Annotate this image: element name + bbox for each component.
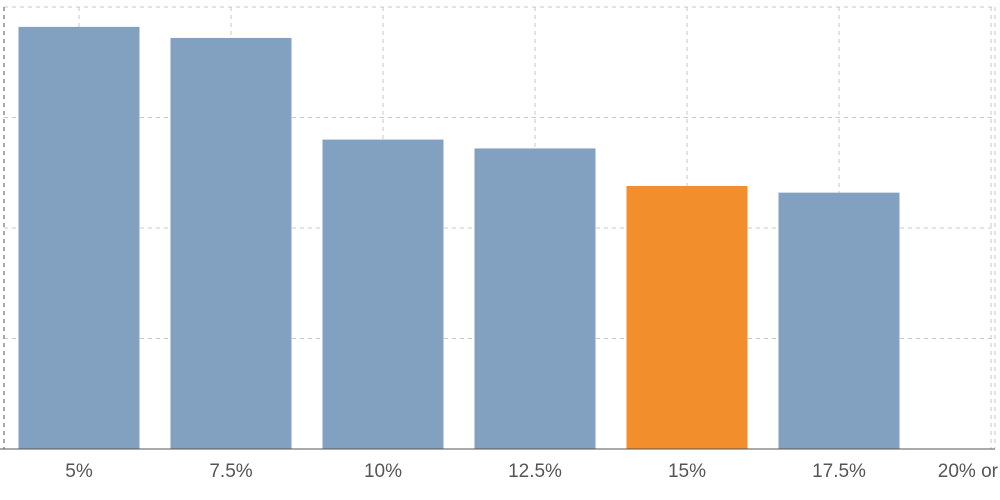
bar bbox=[778, 192, 900, 449]
bar-highlighted bbox=[626, 186, 748, 449]
bar bbox=[18, 26, 140, 449]
x-tick-label: 12.5% bbox=[508, 461, 562, 482]
x-tick-label: 7.5% bbox=[209, 461, 252, 482]
bar bbox=[474, 148, 596, 449]
bars bbox=[18, 26, 900, 449]
x-tick-label: 17.5% bbox=[812, 461, 866, 482]
x-tick-labels: 5% 7.5% 10% 12.5% 15% 17.5% 20% or bbox=[65, 461, 998, 482]
x-tick-label: 10% bbox=[364, 461, 402, 482]
axes bbox=[0, 7, 995, 450]
bar bbox=[170, 37, 292, 449]
x-tick-label: 15% bbox=[668, 461, 706, 482]
bar bbox=[322, 139, 444, 449]
x-tick-label: 20% or bbox=[938, 461, 999, 482]
x-tick-label: 5% bbox=[65, 461, 93, 482]
